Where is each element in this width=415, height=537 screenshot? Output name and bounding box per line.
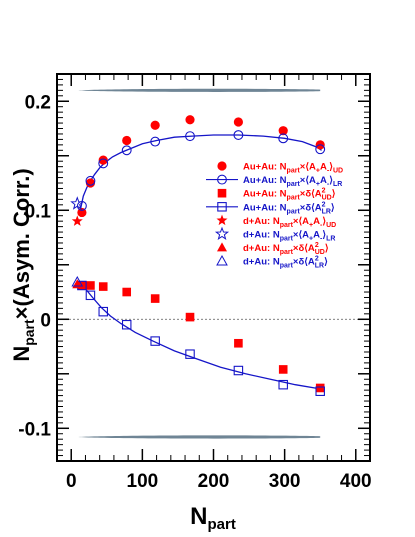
y-axis-label-rest: ×(Asym. Corr.) [9, 168, 34, 319]
data-point [70, 196, 85, 210]
data-point [185, 312, 195, 322]
data-point [150, 136, 161, 147]
data-point [150, 336, 160, 346]
legend-entry: d+Au: Npart×δ⟨A2 LR⟩ [216, 254, 328, 270]
data-point [98, 306, 108, 317]
data-point [150, 120, 160, 130]
legend-label: Au+Au: Npart×⟨A+A-⟩UD [243, 162, 343, 175]
y-tick-label: 0.2 [25, 92, 51, 113]
legend-label: d+Au: Npart×δ⟨A2 UD⟩ [243, 242, 329, 256]
data-point [98, 155, 108, 165]
x-tick-label: 300 [269, 471, 301, 492]
systematic-bands [78, 88, 321, 439]
data-point [121, 319, 132, 330]
data-point [278, 133, 289, 144]
legend-marker [216, 254, 228, 266]
y-tick-label: 0.1 [25, 201, 52, 222]
data-markers [70, 115, 326, 396]
data-point [233, 117, 243, 127]
y-tick-label: 0 [40, 310, 51, 331]
legend-marker [217, 161, 227, 171]
data-point [98, 158, 109, 169]
legend-entry: Au+Au: Npart×⟨A+A-⟩UD [217, 161, 343, 175]
data-point [71, 275, 84, 287]
legend-entry: d+Au: Npart×⟨A+A-⟩UD [216, 214, 336, 229]
y-axis-label-main: N [9, 346, 34, 362]
data-point [85, 290, 96, 301]
legend-entry: Au+Au: Npart×δ⟨A2 UD⟩ [217, 188, 336, 202]
legend-label: Au+Au: Npart×⟨A+A-⟩LR [243, 175, 342, 188]
plot-frame [56, 73, 371, 462]
tick-labels: 0 100 200 300 400 0.2 0.1 0 -0.1 [18, 92, 371, 492]
x-tick-label: 400 [340, 471, 372, 492]
fit-curve [79, 282, 322, 390]
legend-entry: Au+Au: Npart×δ⟨A2 LR⟩ [206, 201, 335, 215]
y-axis-label-sub: part [21, 319, 37, 346]
legend-marker [217, 202, 227, 212]
data-point [122, 287, 132, 297]
x-tick-label: 100 [127, 471, 159, 492]
data-point [86, 281, 95, 290]
data-point [234, 338, 243, 348]
x-tick-label: 0 [66, 471, 77, 492]
data-point [85, 178, 96, 188]
data-point [315, 383, 325, 393]
y-axis-label: Npart×(Asym. Corr.) [9, 168, 37, 361]
x-axis-label-main: N [190, 503, 207, 530]
data-point [122, 135, 132, 146]
legend-label: Au+Au: Npart×δ⟨A2 LR⟩ [243, 201, 335, 215]
data-point [315, 144, 326, 155]
systematic-band [78, 88, 321, 92]
x-tick-label: 200 [198, 471, 230, 492]
y-tick-label: -0.1 [18, 419, 51, 440]
systematic-band [78, 435, 321, 439]
data-point [233, 130, 244, 140]
data-point [185, 349, 195, 359]
legend-marker [216, 214, 228, 226]
legend-label: d+Au: Npart×δ⟨A2 LR⟩ [243, 256, 328, 270]
data-point [71, 215, 83, 226]
data-point [85, 175, 96, 186]
data-point [278, 379, 288, 390]
data-point [98, 282, 108, 291]
legend-marker [217, 242, 227, 252]
legend-entry: d+Au: Npart×δ⟨A2 UD⟩ [217, 242, 329, 256]
legend-label: d+Au: Npart×⟨A+A-⟩UD [243, 216, 336, 229]
legend-label: d+Au: Npart×⟨A+A-⟩LR [243, 230, 335, 243]
data-point [121, 145, 132, 156]
data-point [185, 115, 195, 125]
data-point [150, 294, 160, 303]
legend-entry: d+Au: Npart×⟨A+A-⟩LR [214, 226, 335, 243]
x-axis-label: Npart [190, 503, 236, 533]
legend-marker [214, 226, 230, 241]
legend-marker [217, 188, 227, 198]
data-point [315, 386, 325, 396]
legend-marker [217, 174, 227, 185]
data-point [185, 131, 195, 142]
data-point [278, 365, 288, 374]
data-point [278, 126, 288, 136]
x-axis-label-sub: part [208, 516, 236, 533]
data-point [233, 365, 244, 376]
legend-label: Au+Au: Npart×δ⟨A2 UD⟩ [243, 188, 336, 202]
legend-entry: Au+Au: Npart×⟨A+A-⟩LR [206, 174, 342, 188]
